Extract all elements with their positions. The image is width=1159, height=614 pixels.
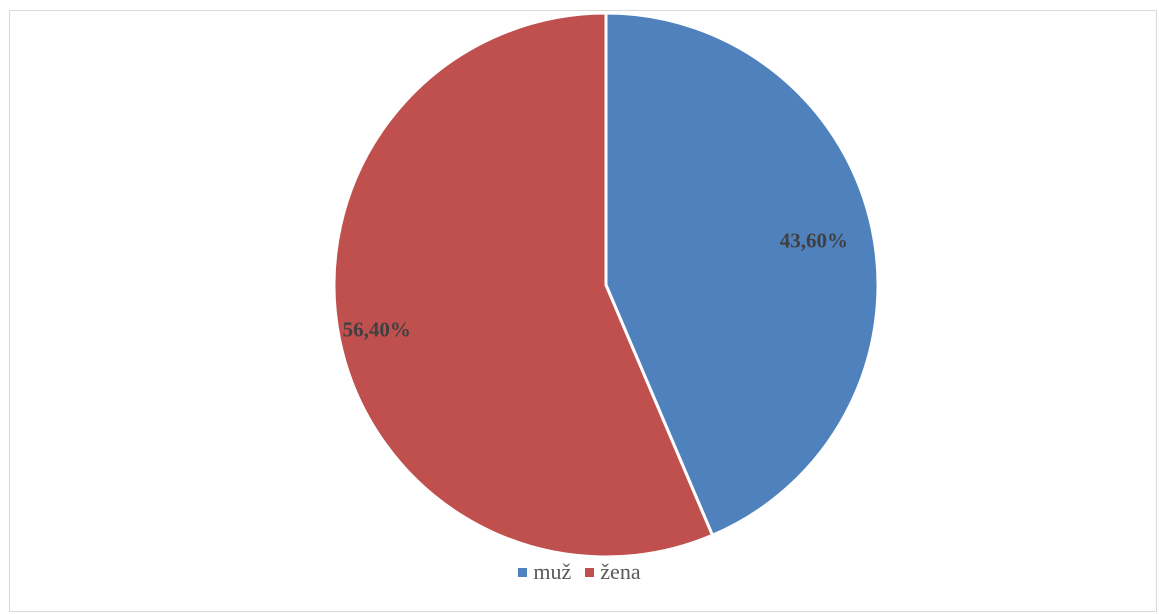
pie-slices (332, 11, 880, 559)
legend: muž žena (0, 559, 1159, 585)
pie-slice-muz (604, 11, 880, 538)
legend-label-zena: žena (600, 559, 641, 584)
pie-data-labels: 43,60% 56,40% (343, 228, 848, 341)
legend-swatch-zena (585, 567, 595, 577)
legend-swatch-muz (518, 567, 528, 577)
legend-item-muz: muž (518, 559, 571, 585)
legend-label-muz: muž (533, 559, 572, 584)
data-label-muz: 43,60% (780, 228, 848, 252)
data-label-zena: 56,40% (343, 318, 411, 342)
legend-item-zena: žena (585, 559, 641, 585)
pie-slice-zena (332, 11, 715, 559)
